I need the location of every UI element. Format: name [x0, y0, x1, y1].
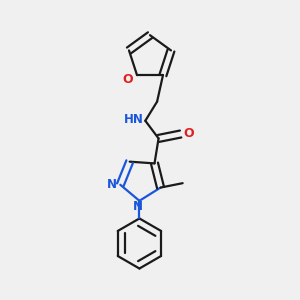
Text: O: O	[183, 127, 194, 140]
Text: HN: HN	[124, 113, 143, 126]
Text: N: N	[133, 200, 143, 213]
Text: N: N	[107, 178, 117, 191]
Text: O: O	[122, 73, 133, 86]
